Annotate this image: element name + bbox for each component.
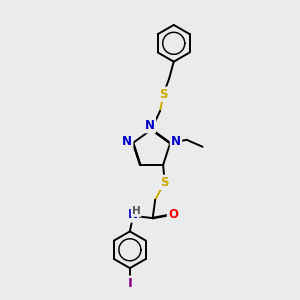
- Text: O: O: [168, 208, 178, 221]
- Text: N: N: [122, 135, 132, 148]
- Text: S: S: [159, 88, 167, 101]
- Text: I: I: [128, 277, 132, 290]
- Text: S: S: [160, 176, 169, 189]
- Text: H: H: [132, 206, 141, 216]
- Text: N: N: [128, 208, 137, 221]
- Text: N: N: [171, 135, 181, 148]
- Text: N: N: [145, 119, 155, 132]
